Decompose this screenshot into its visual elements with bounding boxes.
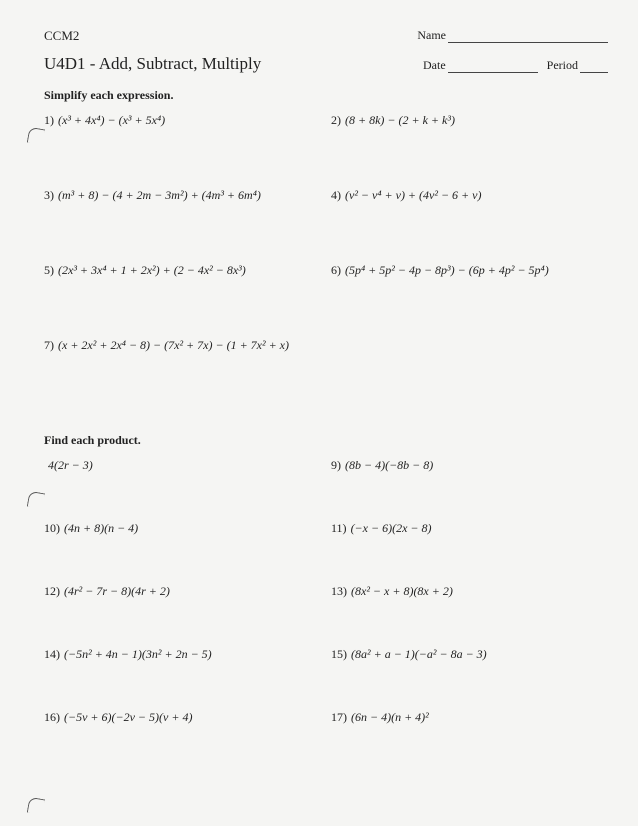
problem-5: 5)(2x³ + 3x⁴ + 1 + 2x²) + (2 − 4x² − 8x³… [44,263,321,278]
name-label: Name [417,28,446,42]
problem-12: 12)(4r² − 7r − 8)(4r + 2) [44,584,321,599]
problem-10: 10)(4n + 8)(n − 4) [44,521,321,536]
problem-7: 7)(x + 2x² + 2x⁴ − 8) − (7x² + 7x) − (1 … [44,338,608,353]
header-row-2: U4D1 - Add, Subtract, Multiply Date Peri… [44,54,608,74]
hole-punch-mark [27,491,46,510]
problem-2: 2)(8 + 8k) − (2 + k + k³) [331,113,608,128]
problem-13: 13)(8x² − x + 8)(8x + 2) [331,584,608,599]
problem-8: 4(2r − 3) [44,458,321,473]
problem-14: 14)(−5n² + 4n − 1)(3n² + 2n − 5) [44,647,321,662]
problem-1: 1)(x³ + 4x⁴) − (x³ + 5x⁴) [44,113,321,128]
problems-section-2: 4(2r − 3) 9)(8b − 4)(−8b − 8) 10)(4n + 8… [44,458,608,735]
header-row-1: CCM2 Name [44,28,608,44]
hole-punch-mark [27,797,46,816]
problem-3: 3)(m³ + 8) − (4 + 2m − 3m²) + (4m³ + 6m⁴… [44,188,321,203]
period-label: Period [547,58,578,72]
section-2-heading: Find each product. [44,433,608,448]
problem-9: 9)(8b − 4)(−8b − 8) [331,458,608,473]
problem-17: 17)(6n − 4)(n + 4)² [331,710,608,725]
hole-punch-mark [27,127,46,146]
date-label: Date [423,58,446,72]
section-1-heading: Simplify each expression. [44,88,608,103]
name-field: Name [417,28,608,44]
problem-6: 6)(5p⁴ + 5p² − 4p − 8p³) − (6p + 4p² − 5… [331,263,608,278]
course-code: CCM2 [44,28,79,44]
worksheet-title: U4D1 - Add, Subtract, Multiply [44,54,261,74]
problem-11: 11)(−x − 6)(2x − 8) [331,521,608,536]
problem-16: 16)(−5v + 6)(−2v − 5)(v + 4) [44,710,321,725]
problems-section-1: 1)(x³ + 4x⁴) − (x³ + 5x⁴) 2)(8 + 8k) − (… [44,113,608,413]
date-period: Date Period [423,58,608,73]
problem-15: 15)(8a² + a − 1)(−a² − 8a − 3) [331,647,608,662]
problem-4: 4)(v² − v⁴ + v) + (4v² − 6 + v) [331,188,608,203]
